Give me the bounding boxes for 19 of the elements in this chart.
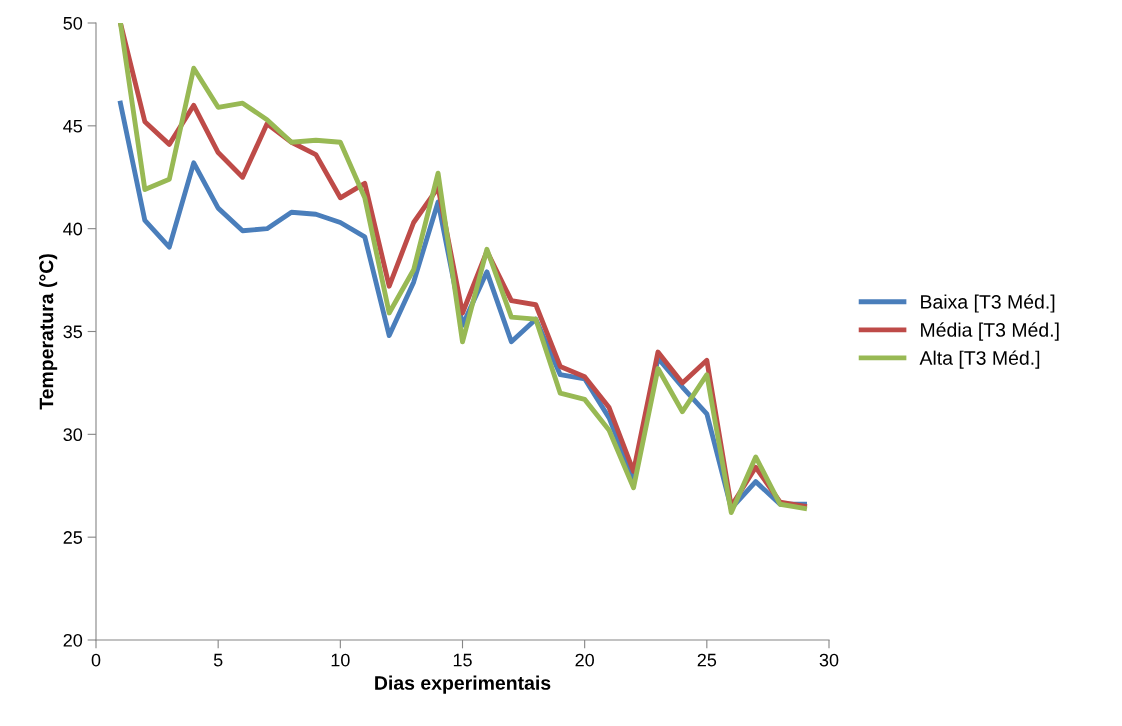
x-tick-label: 20: [575, 653, 594, 667]
y-axis-title: Temperatura (°C): [39, 254, 58, 410]
y-tick-label: 25: [63, 531, 83, 544]
y-tick-label: 20: [63, 633, 83, 647]
y-tick-label: 40: [63, 222, 83, 236]
legend-label: Alta [T3 Méd.]: [919, 350, 1040, 369]
y-tick-label: 35: [63, 325, 83, 339]
x-tick-label: 30: [819, 653, 839, 667]
x-tick-label: 5: [213, 653, 223, 667]
legend-label: Média [T3 Méd.]: [921, 322, 1059, 341]
x-tick-label: 0: [91, 653, 101, 667]
x-tick-label: 25: [697, 653, 717, 667]
x-tick-label: 10: [331, 653, 350, 667]
x-axis-title: Dias experimentais: [375, 675, 551, 694]
y-tick-label: 45: [63, 119, 83, 133]
y-tick-label: 30: [63, 428, 83, 442]
legend-label: Baixa [T3 Méd.]: [921, 294, 1055, 313]
y-tick-label: 50: [63, 16, 83, 30]
x-tick-label: 15: [453, 653, 472, 667]
